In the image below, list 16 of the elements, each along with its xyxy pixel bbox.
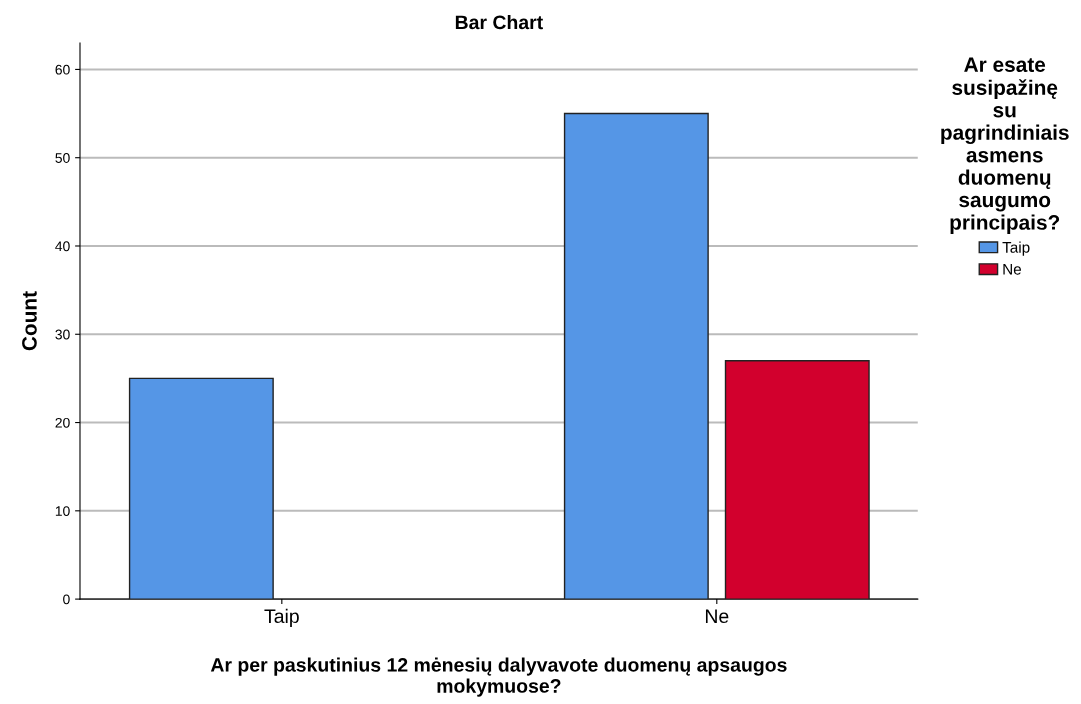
bar [128, 377, 274, 600]
legend-label: Taip [1002, 241, 1030, 256]
y-tick-label: 50 [55, 153, 70, 163]
bar [724, 360, 870, 600]
y-tick-label: 10 [55, 506, 70, 516]
y-axis-title: Count [22, 291, 37, 351]
y-tick-label: 30 [55, 329, 70, 340]
x-axis-title: Ar per paskutinius 12 mėnesių dalyvavote duomenų apsaugos mokymuose? [210, 657, 787, 697]
y-tick-label: 40 [55, 241, 70, 252]
y-tick-label: 20 [55, 417, 70, 428]
chart-title: Bar Chart [455, 14, 543, 30]
bar [563, 112, 709, 600]
y-tick-label: 0 [63, 594, 70, 605]
legend-label: Ne [1003, 264, 1022, 275]
y-tick-label: 60 [55, 64, 70, 75]
legend-title: Ar esate susipažinę su pagrindiniais asmens duomenų saugumo principais? [941, 57, 1069, 234]
